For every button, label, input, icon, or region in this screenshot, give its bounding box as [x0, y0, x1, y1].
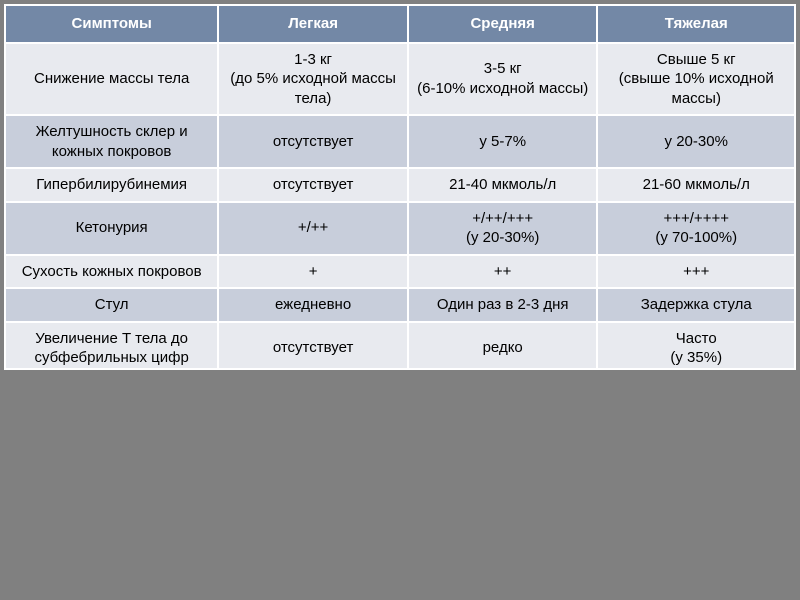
cell-mild: отсутствует: [218, 322, 408, 369]
cell-symptom: Желтушность склер и кожных покровов: [5, 115, 218, 168]
col-header-mild: Легкая: [218, 5, 408, 43]
cell-mild: отсутствует: [218, 168, 408, 202]
cell-mild: ежедневно: [218, 288, 408, 322]
cell-severe: Часто(у 35%): [597, 322, 795, 369]
col-header-medium: Средняя: [408, 5, 598, 43]
cell-medium: Один раз в 2-3 дня: [408, 288, 598, 322]
table-row: Увеличение T тела до субфебрильных цифр …: [5, 322, 795, 369]
cell-medium: 21-40 мкмоль/л: [408, 168, 598, 202]
table-row: Желтушность склер и кожных покровов отсу…: [5, 115, 795, 168]
cell-medium: у 5-7%: [408, 115, 598, 168]
cell-symptom: Гипербилирубинемия: [5, 168, 218, 202]
cell-symptom: Стул: [5, 288, 218, 322]
col-header-symptoms: Симптомы: [5, 5, 218, 43]
cell-medium: 3-5 кг(6-10% исходной массы): [408, 43, 598, 116]
table-row: Сухость кожных покровов + ++ +++: [5, 255, 795, 289]
table-row: Гипербилирубинемия отсутствует 21-40 мкм…: [5, 168, 795, 202]
cell-medium: редко: [408, 322, 598, 369]
table-header-row: Симптомы Легкая Средняя Тяжелая: [5, 5, 795, 43]
cell-symptom: Снижение массы тела: [5, 43, 218, 116]
cell-severe: у 20-30%: [597, 115, 795, 168]
table-row: Снижение массы тела 1-3 кг(до 5% исходно…: [5, 43, 795, 116]
cell-mild: отсутствует: [218, 115, 408, 168]
cell-medium: ++: [408, 255, 598, 289]
cell-severe: +++: [597, 255, 795, 289]
cell-medium: +/++/+++(у 20-30%): [408, 202, 598, 255]
cell-severe: 21-60 мкмоль/л: [597, 168, 795, 202]
severity-table: Симптомы Легкая Средняя Тяжелая Снижение…: [4, 4, 796, 370]
cell-severe: Задержка стула: [597, 288, 795, 322]
cell-mild: +: [218, 255, 408, 289]
cell-severe: +++/++++(у 70-100%): [597, 202, 795, 255]
cell-symptom: Кетонурия: [5, 202, 218, 255]
table-container: Симптомы Легкая Средняя Тяжелая Снижение…: [0, 0, 800, 374]
cell-symptom: Увеличение T тела до субфебрильных цифр: [5, 322, 218, 369]
table-row: Кетонурия +/++ +/++/+++(у 20-30%) +++/++…: [5, 202, 795, 255]
table-row: Стул ежедневно Один раз в 2-3 дня Задерж…: [5, 288, 795, 322]
cell-mild: 1-3 кг(до 5% исходной массы тела): [218, 43, 408, 116]
col-header-severe: Тяжелая: [597, 5, 795, 43]
cell-severe: Свыше 5 кг(свыше 10% исходной массы): [597, 43, 795, 116]
cell-mild: +/++: [218, 202, 408, 255]
cell-symptom: Сухость кожных покровов: [5, 255, 218, 289]
